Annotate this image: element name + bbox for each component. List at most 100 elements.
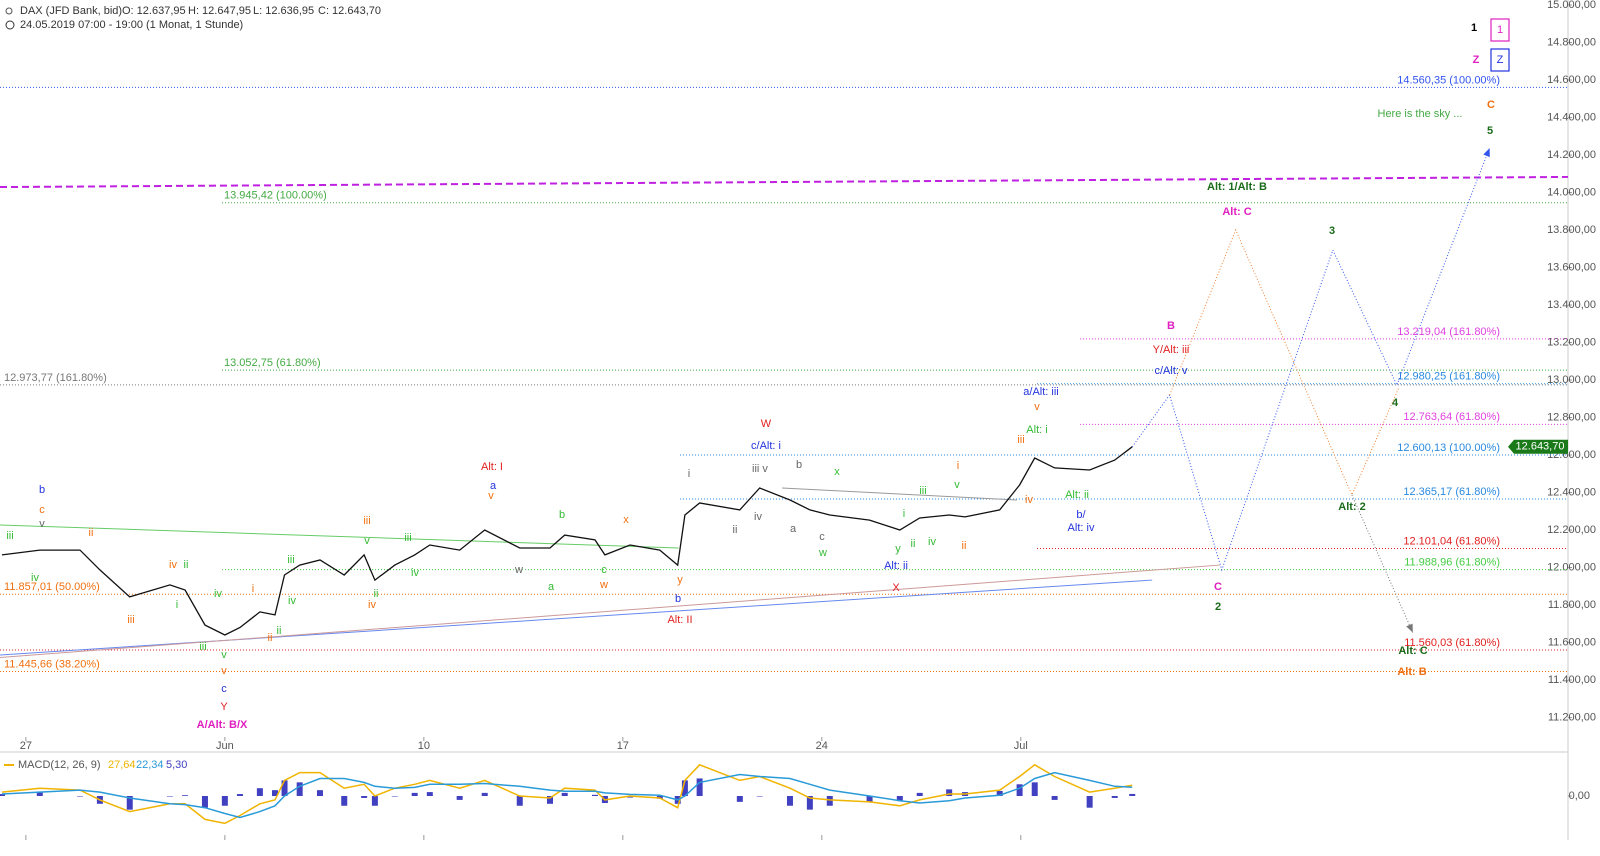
macd-histogram-bar (182, 795, 189, 796)
wave-label: 3 (1329, 225, 1335, 237)
fib-level-label: 12.600,13 (100.00%) (1397, 442, 1500, 454)
macd-histogram-bar (561, 792, 568, 796)
macd-histogram-bar (806, 796, 813, 810)
wave-label: iii (287, 554, 294, 566)
macd-histogram-bar (1051, 796, 1058, 800)
macd-legend: 22,34 (136, 759, 164, 771)
macd-macd-line (1, 763, 1133, 825)
wave-label: y (677, 574, 683, 586)
macd-histogram-bar (516, 796, 523, 806)
wave-label: 2 (1215, 601, 1221, 613)
macd-histogram-bar (371, 796, 378, 806)
macd-histogram-bar (256, 788, 263, 796)
y-tick-label: 14.200,00 (1547, 149, 1596, 161)
macd-legend: 27,64 (108, 759, 136, 771)
x-tick-label: Jun (216, 740, 234, 752)
macd-histogram-bar (1129, 793, 1136, 796)
y-tick-label: 13.800,00 (1547, 224, 1596, 236)
wave-label: iv (288, 595, 296, 607)
wave-label: ii (89, 527, 94, 539)
wave-label: a (490, 480, 497, 492)
wave-label: a (548, 581, 555, 593)
macd-histogram-bar (0, 794, 5, 796)
macd-histogram-bar (411, 792, 418, 796)
wave-label: i (903, 508, 905, 520)
macd-histogram-bar (996, 790, 1003, 796)
y-tick-label: 11.800,00 (1548, 599, 1596, 611)
ohlc-low: L: 12.636,95 (253, 5, 314, 17)
ohlc-high: H: 12.647,95 (188, 5, 251, 17)
y-tick-label: 13.200,00 (1547, 336, 1596, 348)
wave-label: iii (199, 641, 206, 653)
trendline (0, 564, 1220, 658)
y-tick-label: 11.400,00 (1548, 674, 1596, 686)
y-tick-label: 13.000,00 (1547, 374, 1596, 386)
wave-label: iv (928, 536, 936, 548)
chart-period: (1 Monat, 1 Stunde) (146, 19, 243, 31)
wave-label: v (364, 535, 370, 547)
wave-label: Alt: II (667, 614, 692, 626)
macd-histogram-bar (36, 792, 43, 796)
wave-label: ii (962, 540, 967, 552)
wave-label: b (39, 484, 45, 496)
wave-label: c (39, 504, 45, 516)
wave-label: v (221, 665, 227, 677)
macd-histogram-bar (681, 780, 688, 796)
macd-histogram-bar (221, 796, 228, 806)
x-tick-label: 10 (418, 740, 430, 752)
wave-label: Alt: i (1026, 424, 1047, 436)
wave-label: Here is the sky ... (1378, 108, 1463, 120)
wave-label: b (796, 459, 802, 471)
wave-label: c (601, 564, 607, 576)
macd-y-tick-label: 0,00 (1569, 790, 1590, 802)
fib-level-label: 12.980,25 (161.80%) (1397, 371, 1500, 383)
wave-label: iv (1025, 494, 1033, 506)
macd-histogram-bar (626, 796, 633, 798)
y-tick-label: 12.200,00 (1547, 524, 1596, 536)
symbol-icon (5, 7, 13, 15)
wave-label: i (957, 460, 959, 472)
chart-subtitle: 24.05.2019 07:00 - 19:00 (20, 19, 143, 31)
macd-histogram-bar (786, 796, 793, 806)
wave-label: y (895, 543, 901, 555)
trendline (0, 524, 679, 549)
y-tick-label: 14.800,00 (1547, 36, 1596, 48)
wave-label: iii (127, 614, 134, 626)
ohlc-close: C: 12.643,70 (318, 5, 381, 17)
macd-legend: 5,30 (166, 759, 187, 771)
macd-histogram-bar (826, 796, 833, 806)
wave-label: w (514, 564, 523, 576)
wave-label: 1 (1497, 24, 1503, 36)
projection-path (1169, 228, 1400, 497)
macd-histogram-bar (736, 796, 743, 802)
wave-label: iv (169, 559, 177, 571)
macd-histogram-bar (236, 794, 243, 796)
macd-histogram-bar (166, 796, 173, 797)
y-tick-label: 15.000,00 (1547, 0, 1596, 11)
macd-histogram-bar (201, 796, 208, 808)
macd-histogram-bar (1111, 796, 1118, 798)
last-price-label: 12.643,70 (1516, 441, 1565, 453)
x-tick-label: 24 (816, 740, 828, 752)
wave-label: A/Alt: B/X (197, 719, 248, 731)
wave-label: iii (363, 515, 370, 527)
wave-label: C (1487, 99, 1495, 111)
wave-label: w (599, 579, 608, 591)
chart-title: DAX (JFD Bank, bid) (20, 5, 122, 17)
wave-label: Alt: I (481, 461, 503, 473)
wave-label: b (559, 509, 565, 521)
wave-label: a/Alt: iii (1023, 386, 1058, 398)
wave-label: iv (214, 588, 222, 600)
macd-histogram-bar (126, 796, 133, 810)
wave-label: i (176, 599, 178, 611)
wave-label: a (790, 523, 797, 535)
macd-histogram-bar (1016, 784, 1023, 796)
wave-label: v (1034, 401, 1040, 413)
wave-label: ii (733, 524, 738, 536)
clock-icon (5, 20, 15, 30)
macd-histogram-bar (756, 796, 763, 797)
y-tick-label: 13.400,00 (1547, 299, 1596, 311)
macd-histogram-bar (481, 792, 488, 796)
wave-label: c/Alt: v (1154, 365, 1188, 377)
fib-level-label: 12.973,77 (161.80%) (4, 372, 107, 384)
